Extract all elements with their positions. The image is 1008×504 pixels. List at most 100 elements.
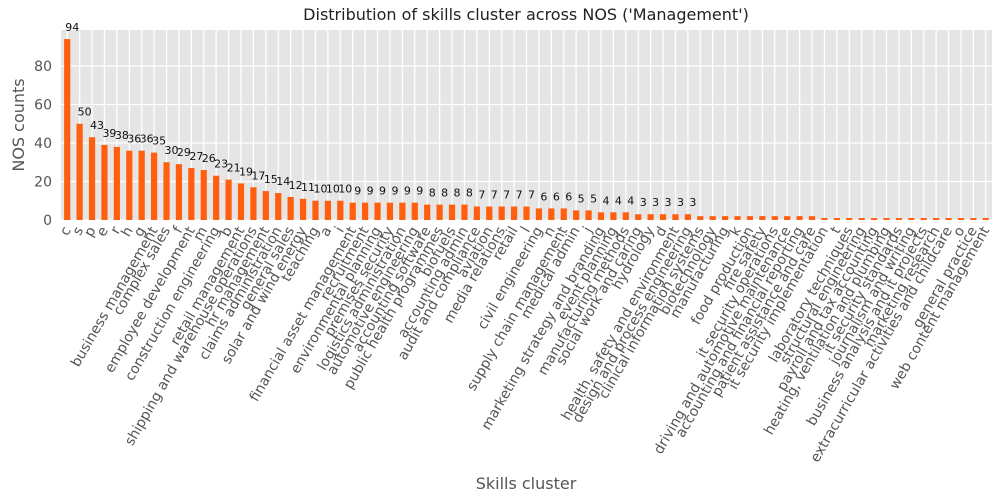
bar xyxy=(784,216,791,220)
data-label: 94 xyxy=(65,21,79,34)
bar xyxy=(796,216,803,220)
bar xyxy=(448,204,456,220)
bar xyxy=(436,204,443,220)
x-axis-label: Skills cluster xyxy=(476,474,577,493)
bar xyxy=(113,146,120,220)
bar xyxy=(362,202,369,220)
data-label: 8 xyxy=(454,187,461,200)
bar xyxy=(349,202,356,220)
bar xyxy=(150,152,158,220)
data-label: 7 xyxy=(478,189,485,202)
data-label: 3 xyxy=(689,196,696,209)
bar xyxy=(399,202,406,220)
data-label: 27 xyxy=(189,150,203,163)
data-label: 23 xyxy=(214,158,228,171)
bar xyxy=(833,218,840,220)
data-label: 14 xyxy=(276,175,290,188)
bar xyxy=(64,39,71,220)
data-label: 8 xyxy=(441,187,448,200)
bar xyxy=(672,214,679,220)
chart-title: Distribution of skills cluster across NO… xyxy=(303,5,749,24)
data-label: 30 xyxy=(165,144,179,157)
data-label: 8 xyxy=(429,187,436,200)
bar xyxy=(262,191,269,220)
bar xyxy=(237,183,245,220)
y-axis-label: NOS counts xyxy=(9,78,28,171)
data-label: 6 xyxy=(565,190,572,203)
bar xyxy=(523,206,530,220)
bar xyxy=(473,206,480,220)
bar xyxy=(970,218,977,220)
data-label: 9 xyxy=(416,185,423,198)
bar xyxy=(870,218,878,220)
data-label: 12 xyxy=(289,179,303,192)
data-label: 9 xyxy=(404,185,411,198)
bar xyxy=(585,210,592,220)
bar xyxy=(386,202,394,220)
data-label: 29 xyxy=(177,146,191,159)
data-label: 36 xyxy=(127,133,141,146)
bar xyxy=(250,187,257,220)
bar xyxy=(659,214,667,220)
data-label: 4 xyxy=(627,194,634,207)
data-label: 26 xyxy=(202,152,216,165)
data-label: 11 xyxy=(301,181,315,194)
bar xyxy=(957,218,965,220)
bar xyxy=(374,202,381,220)
bar xyxy=(126,150,133,220)
bar xyxy=(163,162,170,220)
bar xyxy=(225,179,232,220)
bar xyxy=(858,218,865,220)
bar xyxy=(684,214,691,220)
y-tick-label: 80 xyxy=(34,59,52,75)
bar xyxy=(535,208,543,220)
bar xyxy=(709,216,716,220)
data-label: 19 xyxy=(239,165,253,178)
bar xyxy=(908,218,915,220)
bar xyxy=(411,202,418,220)
bar xyxy=(945,218,952,220)
bar xyxy=(933,218,940,220)
bar xyxy=(175,164,183,220)
bar xyxy=(424,204,431,220)
data-label: 7 xyxy=(503,189,510,202)
bar xyxy=(808,216,816,220)
bar xyxy=(461,204,468,220)
y-tick-label: 60 xyxy=(34,97,52,113)
bar xyxy=(299,198,307,220)
y-tick-label: 40 xyxy=(34,136,52,152)
data-label: 9 xyxy=(379,185,386,198)
data-label: 10 xyxy=(338,183,352,196)
data-label: 50 xyxy=(78,106,92,119)
bar xyxy=(324,200,331,220)
bar xyxy=(560,208,567,220)
bar xyxy=(275,193,282,220)
x-tick-label: i xyxy=(332,224,348,235)
data-label: 3 xyxy=(652,196,659,209)
data-label: 5 xyxy=(590,192,597,205)
data-label: 43 xyxy=(90,119,104,132)
data-label: 4 xyxy=(602,194,609,207)
data-label: 9 xyxy=(391,185,398,198)
bar xyxy=(337,200,344,220)
data-label: 17 xyxy=(251,169,265,182)
y-tick-label: 20 xyxy=(34,174,52,190)
bar xyxy=(88,137,96,220)
data-label: 3 xyxy=(640,196,647,209)
bar xyxy=(697,216,704,220)
data-label: 9 xyxy=(367,185,374,198)
bar xyxy=(982,218,989,220)
data-label: 8 xyxy=(466,187,473,200)
data-label: 7 xyxy=(528,189,535,202)
data-label: 35 xyxy=(152,135,166,148)
bar xyxy=(213,175,220,220)
data-label: 5 xyxy=(578,192,585,205)
bar xyxy=(771,216,778,220)
bar xyxy=(759,216,766,220)
bar xyxy=(573,210,580,220)
bar xyxy=(188,168,195,220)
bar xyxy=(895,218,903,220)
bar xyxy=(200,169,207,220)
data-label: 39 xyxy=(102,127,116,140)
